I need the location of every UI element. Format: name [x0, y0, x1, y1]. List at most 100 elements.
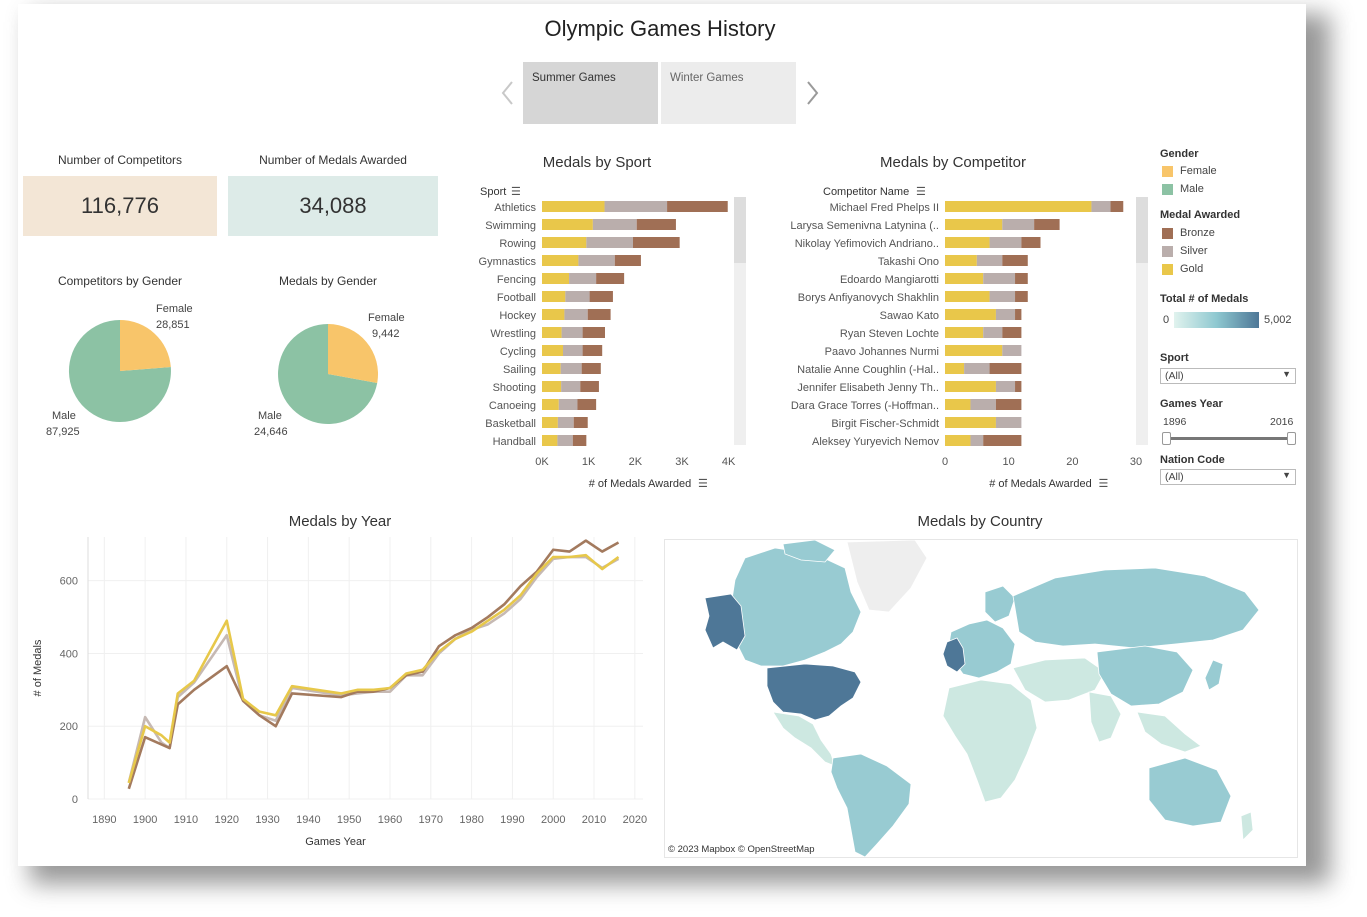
category-label: Aleksey Yuryevich Nemov: [812, 436, 939, 448]
bar-segment-bronze: [596, 273, 625, 284]
bar-segment-gold: [542, 327, 562, 338]
female-swatch: [1162, 165, 1173, 177]
filter-sport-label: Sport: [1160, 352, 1189, 364]
legend-item-female[interactable]: Female: [1162, 165, 1217, 177]
bar-segment-bronze: [983, 435, 1022, 446]
bar-segment-bronze: [572, 435, 587, 446]
bar-segment-bronze: [636, 219, 676, 230]
category-label: Football: [497, 292, 536, 304]
filter-sport-select[interactable]: (All) ▼: [1160, 368, 1296, 384]
chevron-down-icon: ▼: [1282, 369, 1291, 379]
bar-segment-bronze: [589, 291, 613, 302]
world-map[interactable]: [665, 540, 1297, 857]
category-label: Sailing: [503, 364, 536, 376]
pie-competitors-female-value: 28,851: [156, 319, 190, 331]
bar-segment-gold: [945, 327, 984, 338]
map-medals-by-country[interactable]: © 2023 Mapbox © OpenStreetMap: [664, 539, 1298, 858]
chart-title: Medals by Sport: [543, 154, 652, 171]
bar-segment-bronze: [614, 255, 641, 266]
pie-competitors-male-slice: [68, 319, 171, 422]
map-japan: [1204, 659, 1224, 691]
category-label: Ryan Steven Lochte: [840, 328, 939, 340]
bar-segment-bronze: [1110, 201, 1124, 212]
category-label: Edoardo Mangiarotti: [840, 274, 939, 286]
bar-segment-silver: [557, 417, 574, 428]
tab-winter-games[interactable]: Winter Games: [661, 62, 796, 124]
category-label: Takashi Ono: [878, 256, 939, 268]
legend-silver-label: Silver: [1180, 245, 1208, 257]
filter-year-slider-handle-max[interactable]: [1287, 432, 1296, 445]
tab-summer-games[interactable]: Summer Games: [523, 62, 658, 124]
bar-segment-silver: [578, 255, 615, 266]
bar-segment-bronze: [1015, 291, 1028, 302]
category-label: Nikolay Yefimovich Andriano..: [795, 238, 939, 250]
bar-segment-silver: [989, 237, 1022, 248]
prev-arrow-icon[interactable]: [498, 78, 518, 108]
legend-total-gradient: [1174, 312, 1259, 328]
bar-segment-bronze: [1002, 327, 1022, 338]
legend-male-label: Male: [1180, 183, 1204, 195]
bar-segment-bronze: [580, 381, 599, 392]
filter-year-min: 1896: [1163, 416, 1187, 428]
x-axis-label: # of Medals Awarded: [589, 478, 692, 490]
page-title: Olympic Games History: [544, 16, 776, 41]
map-canadian-islands: [782, 540, 836, 563]
kpi-competitors-value: 116,776: [23, 176, 217, 236]
x-tick-label: 2020: [623, 814, 647, 826]
next-arrow-icon[interactable]: [802, 78, 822, 108]
category-label: Borys Anfiyanovych Shakhlin: [798, 292, 939, 304]
category-label: Shooting: [493, 382, 536, 394]
pie-competitors-male-label: Male: [52, 410, 76, 422]
category-label: Michael Fred Phelps II: [830, 202, 939, 214]
map-greenland: [846, 540, 928, 613]
sort-icon: ☰: [698, 478, 708, 490]
bar-segment-silver: [1002, 345, 1022, 356]
pie-medals-male-value: 24,646: [254, 426, 288, 438]
pie-medals-male-label: Male: [258, 410, 282, 422]
pie-medals[interactable]: [268, 314, 388, 434]
bar-segment-gold: [945, 309, 996, 320]
filter-nation-value: (All): [1165, 471, 1184, 483]
bar-segment-silver: [976, 255, 1003, 266]
pie-medals-female-slice: [328, 324, 379, 383]
bar-segment-silver: [995, 381, 1016, 392]
bar-segment-silver: [561, 381, 581, 392]
legend-gender-title: Gender: [1160, 148, 1199, 160]
legend-total-max: 5,002: [1264, 314, 1292, 326]
category-label: Paavo Johannes Nurmi: [825, 346, 939, 358]
legend-item-male[interactable]: Male: [1162, 183, 1204, 195]
pie-medals-male-slice: [278, 324, 378, 424]
bar-segment-gold: [945, 291, 990, 302]
bar-segment-gold: [945, 417, 996, 428]
legend-item-gold[interactable]: Gold: [1162, 263, 1203, 275]
bar-segment-gold: [542, 273, 570, 284]
bar-segment-gold: [542, 417, 558, 428]
map-western-europe: [942, 637, 966, 673]
filter-year-slider-track[interactable]: [1166, 437, 1292, 440]
y-axis-label: # of Medals: [32, 639, 44, 696]
sort-icon: ☰: [511, 186, 521, 198]
x-tick-label: 1920: [215, 814, 239, 826]
chart-medals-by-year[interactable]: Medals by Year 1890 1900 1910 1920 1930 1940 19…: [25, 505, 665, 860]
legend-item-silver[interactable]: Silver: [1162, 245, 1208, 257]
bar-segment-gold: [542, 291, 566, 302]
bar-segment-gold: [945, 237, 990, 248]
legend-item-bronze[interactable]: Bronze: [1162, 227, 1215, 239]
bar-segment-silver: [1091, 201, 1111, 212]
chart-medals-by-sport[interactable]: Medals by Sport Sport ☰ Athletics Swimming Ro…: [470, 145, 760, 495]
x-axis-label: # of Medals Awarded: [989, 478, 1092, 490]
map-mexico: [772, 711, 836, 767]
chevron-down-icon: ▼: [1282, 470, 1291, 480]
map-africa: [942, 679, 1038, 803]
filter-year-slider-handle-min[interactable]: [1162, 432, 1171, 445]
chart-medals-by-competitor[interactable]: Medals by Competitor Competitor Name ☰ Mich…: [755, 145, 1155, 495]
filter-nation-select[interactable]: (All) ▼: [1160, 469, 1296, 485]
pie-competitors[interactable]: [60, 312, 180, 432]
bar-segment-gold: [542, 399, 559, 410]
map-india: [1088, 691, 1122, 743]
map-southeast-asia: [1136, 711, 1202, 753]
bar-segment-gold: [945, 255, 977, 266]
x-tick-label: 2000: [541, 814, 565, 826]
bar-segment-bronze: [989, 363, 1022, 374]
